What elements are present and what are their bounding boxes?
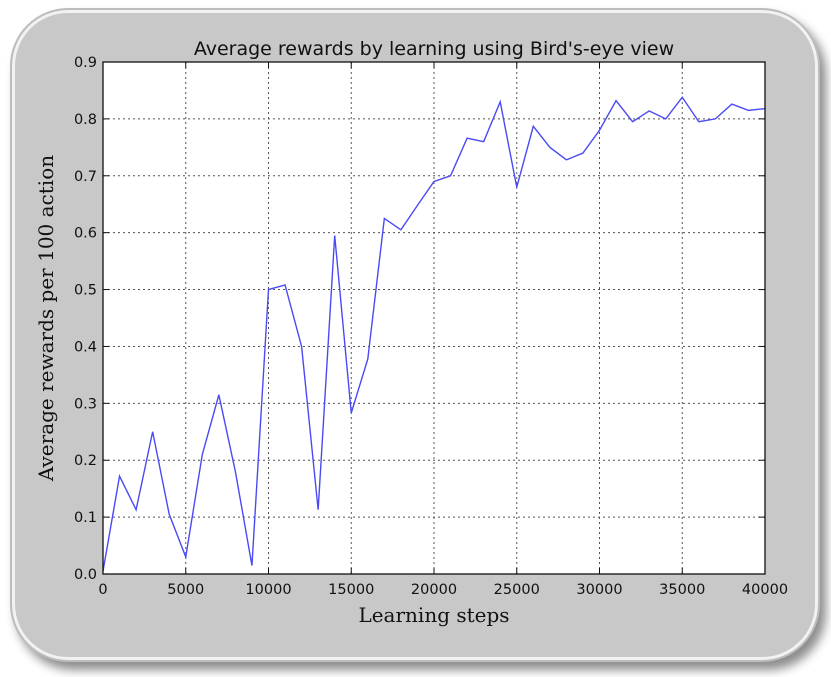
x-tick-label: 15000	[328, 582, 374, 598]
x-tick-label: 0	[98, 582, 107, 598]
y-tick-label: 0.1	[74, 510, 97, 526]
y-axis-label: Average rewards per 100 action	[34, 155, 58, 482]
x-tick-label: 35000	[659, 582, 705, 598]
chart-title: Average rewards by learning using Bird's…	[194, 38, 674, 60]
x-axis-label: Learning steps	[358, 603, 509, 627]
x-tick-label: 25000	[494, 582, 540, 598]
axis-ticks: 0 5000 10000 15000 20000 25000 30000 35000 40000…	[74, 55, 788, 598]
x-tick-label: 30000	[576, 582, 622, 598]
series-line	[102, 96, 766, 572]
x-tick-label: 5000	[167, 582, 204, 598]
y-tick-label: 0.3	[74, 396, 97, 412]
y-tick-label: 0.4	[74, 339, 97, 355]
y-tick-label: 0.7	[74, 169, 97, 185]
y-tick-label: 0.9	[74, 55, 97, 71]
y-tick-label: 0.8	[74, 112, 97, 128]
grid-lines	[103, 62, 765, 574]
x-tick-label: 40000	[742, 582, 788, 598]
x-tick-label: 10000	[245, 582, 291, 598]
y-tick-label: 0.0	[74, 567, 97, 583]
y-tick-label: 0.5	[74, 283, 97, 299]
y-tick-label: 0.6	[74, 226, 97, 242]
data-series-layer	[102, 96, 766, 572]
y-tick-label: 0.2	[74, 453, 97, 469]
x-tick-label: 20000	[411, 582, 457, 598]
